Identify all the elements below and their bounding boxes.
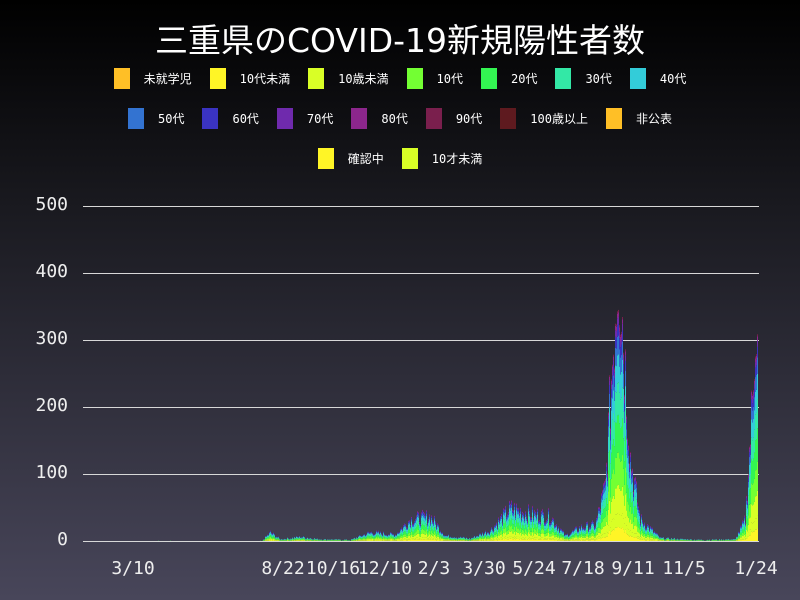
legend-item: 100歳以上: [500, 108, 588, 129]
legend-label: 確認中: [347, 152, 384, 166]
legend-label: 90代: [455, 112, 483, 126]
legend-label: 10歳未満: [338, 72, 389, 86]
y-tick-label: 200: [35, 395, 68, 416]
legend-label: 10代未満: [239, 72, 291, 86]
legend-swatch: [500, 108, 517, 129]
legend-swatch: [128, 108, 145, 129]
legend-swatch: [425, 108, 442, 129]
legend-label: 80代: [381, 112, 408, 126]
legend-row: 50代 60代 70代 80代 90代 100歳以上 非公表: [0, 108, 800, 129]
y-tick-label: 400: [35, 261, 68, 282]
legend-swatch: [351, 108, 368, 129]
legend-swatch: [605, 108, 622, 129]
legend-item: 10代未満: [209, 68, 291, 89]
gridline: [83, 474, 759, 475]
x-tick-label: 10/16: [305, 558, 361, 579]
legend-swatch: [555, 68, 572, 89]
legend-swatch: [481, 68, 497, 89]
y-tick-label: 0: [57, 529, 68, 550]
legend-item: 10歳未満: [308, 68, 389, 89]
legend-swatch: [276, 108, 293, 129]
legend-item: 20代: [481, 68, 537, 89]
legend-swatch: [401, 148, 418, 169]
y-tick-label: 100: [35, 462, 68, 483]
legend-row: 確認中 10才未満: [0, 148, 800, 169]
legend-label: 未就学児: [143, 72, 192, 86]
legend-item: 30代: [555, 68, 612, 89]
legend-label: 20代: [511, 72, 538, 86]
gridline: [83, 340, 759, 341]
x-tick-label: 5/24: [512, 558, 556, 579]
y-tick-label: 500: [35, 194, 68, 215]
legend-label: 50代: [158, 112, 185, 126]
x-tick-label: 12/10: [357, 558, 413, 579]
x-tick-label: 9/11: [611, 558, 655, 579]
legend-label: 60代: [232, 112, 259, 126]
x-tick-label: 11/5: [662, 558, 706, 579]
x-tick-label: 8/22: [261, 558, 305, 579]
x-tick-label: 3/30: [462, 558, 506, 579]
legend-swatch: [209, 68, 226, 89]
legend-label: 30代: [585, 72, 612, 86]
legend-item: 80代: [351, 108, 408, 129]
legend-swatch: [113, 68, 130, 89]
legend-label: 10才未満: [431, 152, 483, 166]
legend-swatch: [629, 68, 646, 89]
x-tick-label: 7/18: [561, 558, 605, 579]
legend-label: 100歳以上: [530, 112, 588, 126]
x-tick-label: 3/10: [111, 558, 155, 579]
chart-title: 三重県のCOVID-19新規陽性者数: [154, 21, 646, 60]
legend-swatch: [317, 148, 334, 169]
legend-item: 90代: [425, 108, 483, 129]
legend-row: 未就学児 10代未満 10歳未満 10代 20代 30代 40代: [0, 68, 800, 89]
legend-label: 非公表: [635, 112, 672, 126]
gridline: [83, 206, 759, 207]
gridline: [83, 273, 759, 274]
legend-item: 10才未満: [401, 148, 483, 169]
legend-item: 40代: [629, 68, 687, 89]
legend-swatch: [308, 68, 325, 89]
x-tick-label: 1/24: [734, 558, 778, 579]
legend-item: 非公表: [605, 108, 672, 129]
y-tick-label: 300: [35, 328, 68, 349]
legend-item: 70代: [276, 108, 334, 129]
x-tick-label: 2/3: [417, 558, 451, 579]
gridline: [83, 407, 759, 408]
legend-item: 50代: [128, 108, 184, 129]
legend-swatch: [202, 108, 219, 129]
legend-label: 10代: [436, 72, 463, 86]
legend-item: 60代: [202, 108, 259, 129]
gridline: [83, 541, 759, 542]
legend-item: 10代: [406, 68, 463, 89]
legend-label: 40代: [659, 72, 687, 86]
legend-swatch: [406, 68, 423, 89]
legend-item: 未就学児: [113, 68, 192, 89]
legend-label: 70代: [306, 112, 334, 126]
legend-item: 確認中: [317, 148, 384, 169]
